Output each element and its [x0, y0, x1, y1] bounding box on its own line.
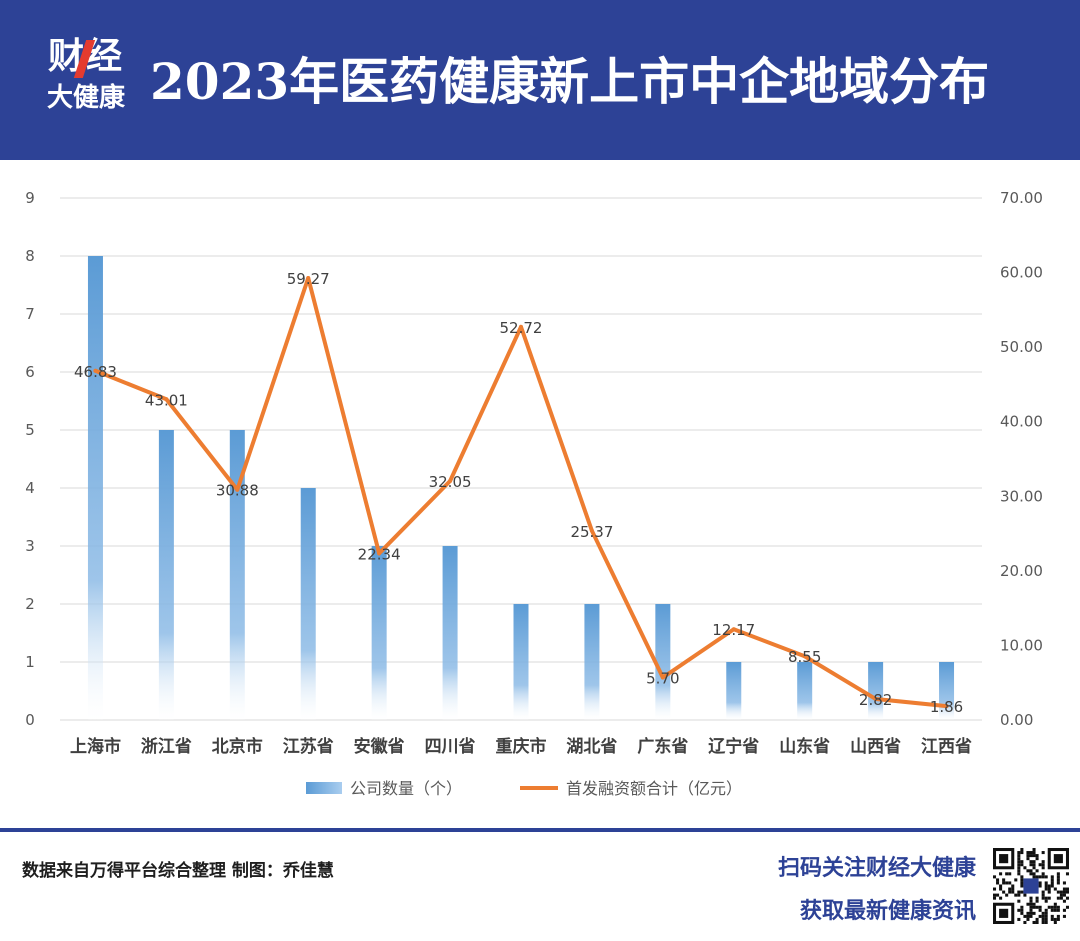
bar-山东省	[797, 662, 813, 720]
x-tick-label: 四川省	[425, 736, 476, 757]
x-tick-label: 浙江省	[141, 736, 192, 757]
line-point-四川省	[448, 478, 453, 483]
line-point-上海市	[93, 368, 98, 373]
y-right-tick-label: 70.00	[1000, 189, 1043, 207]
y-left-tick-label: 8	[25, 247, 35, 265]
brand-logo: 财经 大健康	[34, 36, 138, 124]
y-right-tick-label: 30.00	[1000, 487, 1043, 505]
line-point-浙江省	[164, 397, 169, 402]
data-label: 30.88	[216, 482, 259, 500]
data-label: 46.83	[74, 363, 117, 381]
qr-code-icon[interactable]	[993, 848, 1069, 924]
legend-line-label: 首发融资额合计（亿元）	[566, 779, 742, 798]
header-banner: 财经 大健康 2023年医药健康新上市中企地域分布	[0, 0, 1080, 160]
data-label: 32.05	[429, 473, 472, 491]
x-tick-label: 安徽省	[354, 736, 405, 757]
y-left-tick-label: 0	[25, 711, 35, 729]
y-right-tick-label: 40.00	[1000, 413, 1043, 431]
bar-北京市	[229, 430, 245, 720]
bar-上海市	[87, 256, 103, 720]
data-label: 43.01	[145, 391, 188, 409]
data-label: 12.17	[712, 621, 755, 639]
x-tick-label: 山西省	[850, 736, 901, 757]
line-point-湖北省	[589, 528, 594, 533]
footer-divider	[0, 828, 1080, 832]
axes: 0 1 2 3 4 5 6 7 8 9 0.00 10.00 20.00 30.00 40.00 50.00 6…	[25, 189, 1043, 757]
y-right-tick-label: 10.00	[1000, 636, 1043, 654]
x-tick-label: 辽宁省	[708, 736, 759, 757]
y-left-tick-label: 4	[25, 479, 35, 497]
y-right-tick-label: 60.00	[1000, 264, 1043, 282]
x-tick-label: 上海市	[70, 736, 121, 757]
legend-bar-swatch	[306, 782, 342, 794]
data-label: 1.86	[930, 698, 963, 716]
line-point-山东省	[802, 654, 807, 659]
promo-line-2: 获取最新健康资讯	[799, 899, 976, 924]
bar-江苏省	[300, 488, 316, 720]
bar-浙江省	[158, 430, 174, 720]
y-left-tick-label: 5	[25, 421, 35, 439]
x-tick-label: 江苏省	[283, 736, 334, 757]
x-tick-label: 重庆市	[496, 736, 547, 757]
logo-bottom-text: 大健康	[46, 83, 125, 113]
line-point-广东省	[660, 675, 665, 680]
y-left-tick-label: 6	[25, 363, 35, 381]
legend-bar-label: 公司数量（个）	[350, 779, 462, 798]
data-label: 2.82	[859, 691, 892, 709]
x-tick-label: 广东省	[637, 736, 688, 757]
y-left-tick-label: 7	[25, 305, 35, 323]
x-tick-label: 江西省	[921, 736, 972, 757]
combo-chart: 46.83 43.01 30.88 59.27 22.34 32.05 52.72 25.37…	[25, 189, 1043, 798]
line-point-江苏省	[306, 276, 311, 281]
bar-辽宁省	[726, 662, 742, 720]
bar-安徽省	[371, 546, 387, 720]
y-right-tick-label: 0.00	[1000, 711, 1033, 729]
x-tick-label: 湖北省	[566, 736, 617, 757]
y-left-tick-label: 1	[25, 653, 35, 671]
line-point-江西省	[944, 704, 949, 709]
data-label: 22.34	[358, 545, 401, 563]
line-point-山西省	[873, 696, 878, 701]
data-labels: 46.83 43.01 30.88 59.27 22.34 32.05 52.72 25.37…	[74, 270, 963, 716]
line-point-重庆市	[519, 324, 523, 329]
x-tick-label: 北京市	[212, 736, 263, 757]
legend: 公司数量（个） 首发融资额合计（亿元）	[306, 779, 742, 798]
bar-广东省	[655, 604, 671, 720]
source-note: 数据来自万得平台综合整理 制图：乔佳慧	[22, 861, 334, 881]
y-left-tick-label: 3	[25, 537, 35, 555]
bar-重庆市	[513, 604, 529, 720]
page-title: 2023年医药健康新上市中企地域分布	[150, 52, 990, 111]
line-point-辽宁省	[731, 627, 736, 632]
bar-湖北省	[584, 604, 600, 720]
y-left-tick-label: 9	[25, 189, 35, 207]
y-right-tick-label: 50.00	[1000, 338, 1043, 356]
y-right-tick-label: 20.00	[1000, 562, 1043, 580]
promo-line-1: 扫码关注财经大健康	[777, 856, 976, 881]
data-label: 52.72	[500, 319, 543, 337]
line-point-北京市	[235, 487, 240, 492]
data-label: 59.27	[287, 270, 330, 288]
y-left-tick-label: 2	[25, 595, 35, 613]
bar-四川省	[442, 546, 458, 720]
data-label: 8.55	[788, 648, 821, 666]
data-label: 5.70	[646, 669, 679, 687]
x-tick-label: 山东省	[779, 736, 830, 757]
line-point-安徽省	[377, 551, 382, 556]
data-label: 25.37	[570, 523, 613, 541]
bar-山西省	[868, 662, 884, 720]
line-series	[93, 276, 949, 709]
